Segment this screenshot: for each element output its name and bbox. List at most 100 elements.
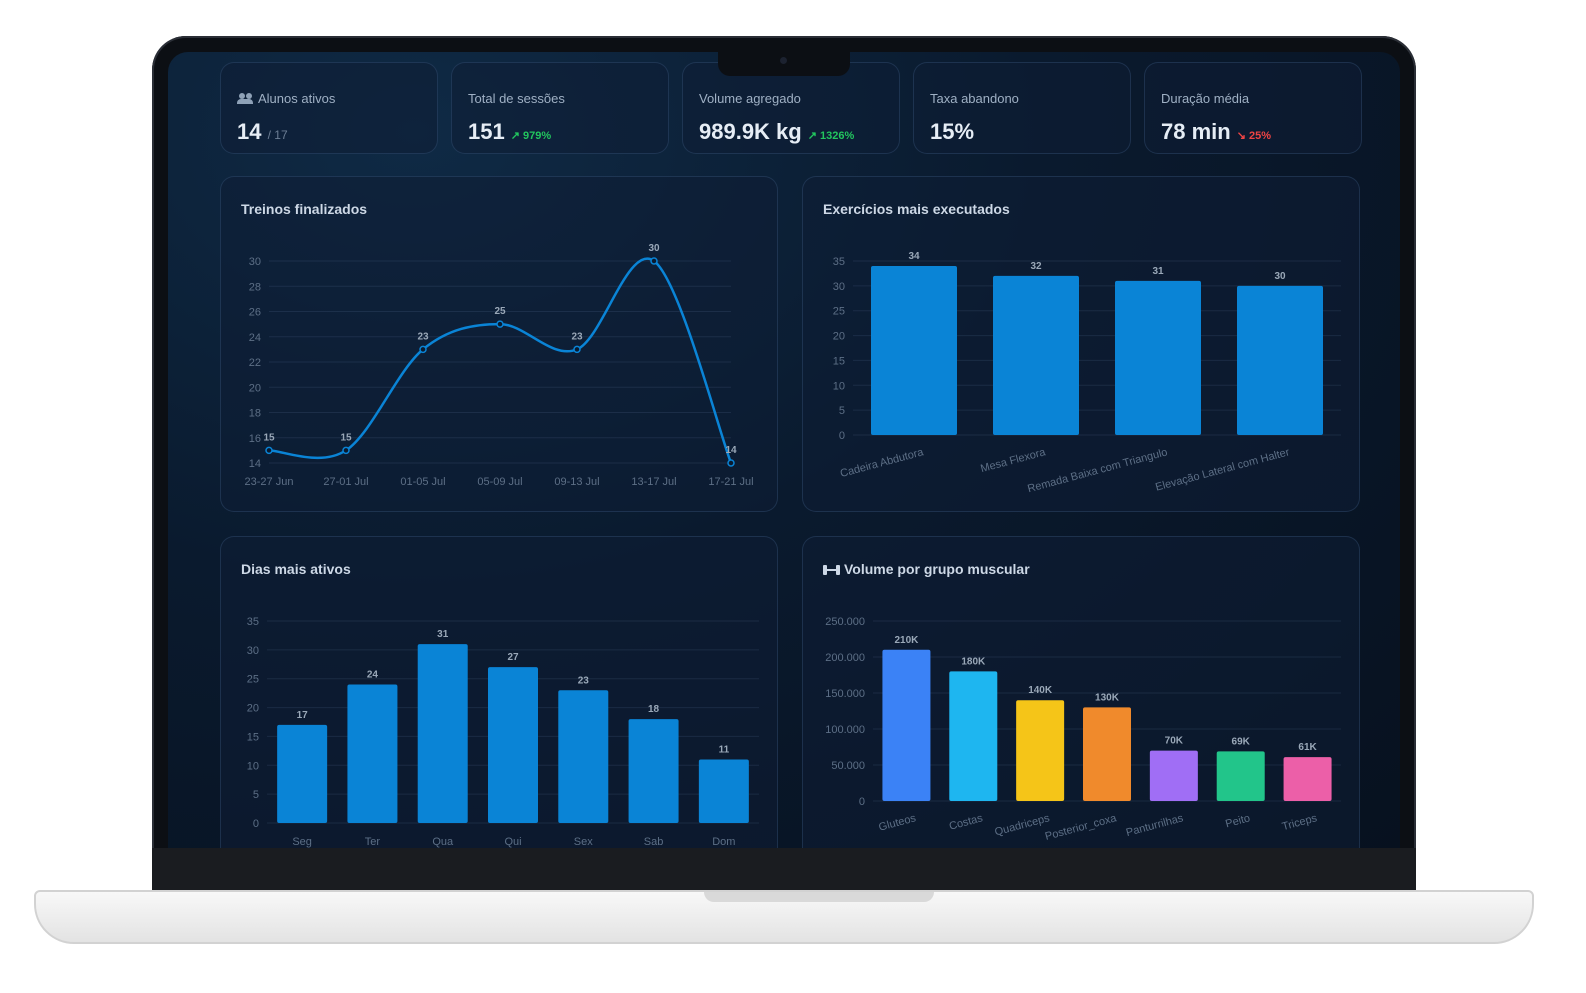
data-point [419, 345, 427, 354]
data-label: 31 [437, 629, 449, 640]
y-tick-label: 25 [833, 306, 845, 318]
x-tick-label: 05-09 Jul [477, 476, 522, 488]
x-tick-label: Gluteos [877, 812, 917, 834]
panel-treinos-finalizados: Treinos finalizados 14 16 18 20 22 24 26 28 30 15… [220, 176, 778, 512]
y-tick-label: 30 [247, 645, 259, 657]
stat-label: Duração média [1161, 91, 1250, 106]
panel-title: Volume por grupo muscular [823, 561, 1030, 577]
dumbbell-icon [823, 565, 840, 575]
x-tick-label: Sab [644, 836, 664, 848]
x-tick-label: 09-13 Jul [554, 476, 599, 488]
stat-value: 15% [930, 119, 975, 144]
data-label: 180K [961, 656, 986, 667]
y-tick-label: 5 [839, 405, 845, 417]
panel-title: Dias mais ativos [241, 561, 351, 577]
x-tick-label: Seg [292, 836, 312, 848]
x-tick-label: Qua [432, 836, 454, 848]
dashboard-screen: Alunos ativos 14 / 17 Total de sessões 1… [168, 52, 1400, 850]
data-label: 61K [1298, 742, 1317, 753]
data-label: 34 [908, 251, 920, 262]
x-tick-label: Mesa Flexora [979, 446, 1047, 475]
y-tick-label: 50.000 [831, 760, 865, 772]
stat-value: 989.9K kg ↗ 1326% [699, 119, 855, 144]
bar [1216, 751, 1265, 801]
y-tick-label: 10 [247, 760, 259, 772]
data-label: 23 [417, 331, 429, 342]
bar [882, 649, 931, 801]
y-tick-label: 20 [833, 331, 845, 343]
stat-card-taxa-abandono: Taxa abandono 15% [913, 62, 1131, 154]
users-icon [237, 93, 253, 104]
trend-up-icon: ↗ 1326% [807, 130, 855, 142]
x-tick-label: Cadeira Abdutora [839, 446, 926, 480]
bar [1283, 757, 1332, 801]
x-tick-label: Qui [504, 836, 521, 848]
x-tick-label: 27-01 Jul [323, 476, 368, 488]
y-tick-label: 35 [833, 256, 845, 268]
bar [1237, 285, 1323, 435]
data-label: 24 [367, 669, 379, 680]
y-tick-label: 22 [249, 357, 261, 369]
data-label: 15 [263, 432, 275, 443]
data-label: 14 [725, 445, 737, 456]
y-tick-label: 250.000 [825, 616, 865, 628]
bar [1149, 750, 1198, 801]
data-label: 70K [1165, 736, 1184, 747]
y-tick-label: 10 [833, 380, 845, 392]
data-label: 25 [494, 306, 506, 317]
bar [698, 759, 749, 823]
x-tick-label: Quadriceps [993, 812, 1051, 838]
data-label: 11 [719, 745, 730, 756]
x-tick-label: Dom [712, 836, 735, 848]
data-label: 30 [648, 243, 660, 254]
stat-card-alunos-ativos: Alunos ativos 14 / 17 [220, 62, 438, 154]
panel-volume-grupo: Volume por grupo muscular 0 50.000 100.000… [802, 536, 1360, 850]
stat-label: Taxa abandono [930, 91, 1019, 106]
bar-chart-exercicios: 0 5 10 15 20 25 30 35 34 Cadeira Abdutora 32 Mesa F… [833, 251, 1341, 495]
data-label: 27 [507, 652, 519, 663]
panel-title: Treinos finalizados [241, 201, 368, 217]
camera-icon [780, 57, 787, 64]
bar [871, 265, 957, 435]
bar [949, 671, 998, 801]
data-label: 15 [340, 432, 352, 443]
bar [1115, 280, 1201, 435]
laptop-base-notch [704, 892, 934, 902]
stat-card-total-sessoes: Total de sessões 151 ↗ 979% [451, 62, 669, 154]
panel-exercicios: Exercícios mais executados 0 5 10 15 20 25 30 3… [802, 176, 1360, 512]
data-label: 17 [297, 710, 309, 721]
y-tick-label: 30 [833, 281, 845, 293]
bar [558, 690, 609, 823]
y-tick-label: 24 [249, 332, 261, 344]
series-line [268, 257, 733, 464]
y-tick-label: 30 [249, 256, 261, 268]
stat-card-duracao-media: Duração média 78 min ↘ 25% [1144, 62, 1362, 154]
x-tick-label: Peito [1224, 812, 1251, 830]
panel-title: Exercícios mais executados [823, 201, 1010, 217]
stat-value: 151 ↗ 979% [468, 119, 552, 144]
bar [488, 667, 538, 823]
y-tick-label: 16 [249, 433, 261, 445]
y-tick-label: 150.000 [825, 688, 865, 700]
line-chart-treinos: 14 16 18 20 22 24 26 28 30 15 23-27 Jun 15 27-01 Jul… [245, 243, 754, 488]
data-label: 140K [1028, 685, 1053, 696]
trend-up-icon: ↗ 979% [510, 130, 552, 142]
stat-label: Volume agregado [699, 91, 801, 106]
stat-value: 78 min ↘ 25% [1161, 119, 1272, 144]
trend-down-icon: ↘ 25% [1236, 130, 1272, 142]
x-tick-label: Triceps [1281, 812, 1319, 833]
stat-value: 14 / 17 [237, 119, 288, 144]
x-tick-label: Sex [574, 836, 593, 848]
y-tick-label: 20 [247, 703, 259, 715]
y-tick-label: 20 [249, 382, 261, 394]
data-label: 31 [1152, 266, 1164, 277]
data-point [265, 446, 273, 455]
y-tick-label: 18 [249, 408, 261, 420]
laptop-base [34, 890, 1534, 944]
bar [628, 719, 679, 823]
bar [1016, 700, 1065, 801]
x-tick-label: 13-17 Jul [631, 476, 676, 488]
stat-card-volume-agregado: Volume agregado 989.9K kg ↗ 1326% [682, 62, 900, 154]
y-tick-label: 28 [249, 281, 261, 293]
stat-sub: / 17 [267, 128, 288, 142]
